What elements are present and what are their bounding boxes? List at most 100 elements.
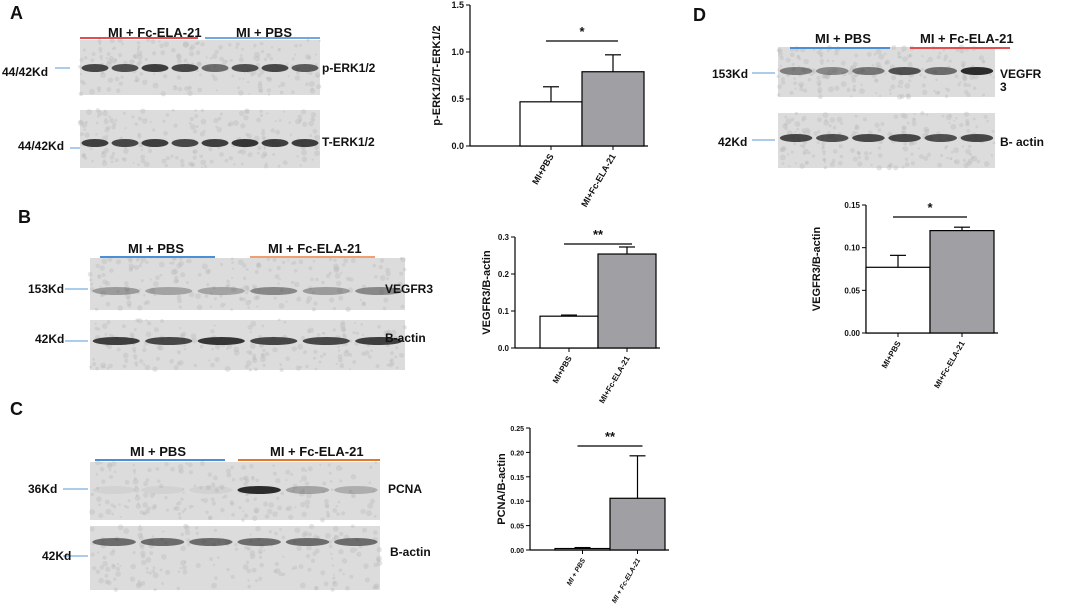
blot-noise (249, 464, 254, 469)
blot-noise (127, 303, 132, 308)
blot-noise (111, 57, 117, 64)
blot-noise (314, 548, 320, 554)
blot-noise (205, 510, 209, 514)
blot-noise (144, 57, 148, 62)
blot-noise (299, 43, 302, 47)
blot-band (888, 134, 921, 142)
blot-noise (249, 330, 252, 334)
blot-noise (137, 526, 143, 532)
blot-noise (826, 49, 830, 53)
blot-noise (176, 53, 182, 59)
blot-noise (233, 119, 239, 126)
blot-noise (115, 571, 122, 577)
blot-noise (139, 71, 144, 76)
blot-noise (186, 542, 191, 547)
blot-noise (106, 320, 111, 325)
blot-noise (243, 115, 249, 121)
blot-band (334, 538, 378, 546)
blot-noise (299, 480, 302, 483)
blot-noise (400, 304, 405, 309)
blot-noise (832, 125, 837, 130)
blot-noise (213, 324, 216, 327)
blot-noise (239, 54, 243, 57)
blot-band (302, 287, 350, 295)
blot-noise (188, 504, 193, 509)
blot-noise (137, 45, 141, 49)
blot-noise (888, 88, 892, 92)
blot-noise (316, 74, 320, 78)
blot-noise (950, 150, 954, 154)
blot-noise (343, 258, 349, 264)
blot-noise (802, 152, 806, 155)
blot-noise (315, 277, 319, 282)
blot-noise (285, 356, 291, 361)
blot-noise (196, 125, 199, 129)
blot-noise (163, 41, 170, 48)
blot-noise (112, 122, 117, 127)
blot-noise (80, 79, 84, 84)
blot-noise (192, 149, 198, 155)
blot-noise (254, 51, 260, 58)
blot-noise (903, 141, 908, 146)
blot-noise (140, 148, 144, 152)
blot-band (92, 287, 140, 295)
blot-noise (274, 120, 278, 123)
blot-band (852, 67, 885, 75)
blot-noise (259, 88, 263, 93)
blot-band (92, 337, 140, 345)
blot-noise (107, 344, 112, 350)
blot-noise (102, 111, 108, 117)
blot-noise (938, 51, 942, 55)
blot-noise (251, 567, 257, 573)
blot-noise (877, 128, 882, 133)
blot-noise (948, 121, 951, 124)
blot-noise (963, 89, 969, 95)
blot-noise (335, 280, 342, 287)
blot-noise (834, 48, 838, 52)
blot-noise (372, 586, 376, 590)
blot-noise (176, 361, 181, 366)
blot-noise (187, 90, 193, 96)
blot-noise (256, 151, 260, 155)
blot-noise (374, 461, 378, 464)
blot-noise (176, 294, 182, 300)
blot-noise (399, 352, 404, 358)
blot-noise (200, 498, 204, 502)
blot-noise (935, 90, 940, 96)
blot-noise (132, 478, 139, 485)
blot-noise (347, 287, 354, 294)
blot-noise (179, 257, 183, 261)
blot-noise (828, 73, 831, 77)
blot-noise (884, 72, 887, 75)
blot-noise (81, 153, 87, 159)
blot-noise (230, 501, 235, 507)
blot-noise (390, 351, 394, 356)
blot-noise (372, 490, 375, 494)
blot-noise (134, 79, 138, 83)
blot-noise (294, 75, 301, 81)
blot-noise (97, 89, 101, 93)
blot-band (960, 67, 994, 75)
blot-noise (342, 572, 345, 576)
blot-noise (240, 149, 246, 155)
blot-noise (854, 124, 859, 129)
blot-noise (853, 88, 857, 92)
blot-noise (362, 301, 366, 306)
blot-noise (907, 61, 913, 67)
blot-noise (818, 90, 822, 94)
blot-noise (355, 331, 359, 335)
blot-noise (291, 57, 295, 61)
blot-noise (214, 49, 219, 55)
blot-noise (816, 79, 822, 86)
blot-noise (114, 158, 119, 163)
blot-noise (243, 475, 249, 481)
blot-noise (222, 496, 225, 499)
blot-band (779, 67, 813, 75)
blot-noise (152, 504, 158, 509)
blot-noise (255, 478, 260, 483)
blot-noise (332, 581, 336, 585)
blot-noise (185, 260, 189, 263)
blot-noise (109, 475, 114, 480)
blot-noise (314, 72, 321, 78)
y-tick-label: 0.1 (498, 307, 510, 316)
